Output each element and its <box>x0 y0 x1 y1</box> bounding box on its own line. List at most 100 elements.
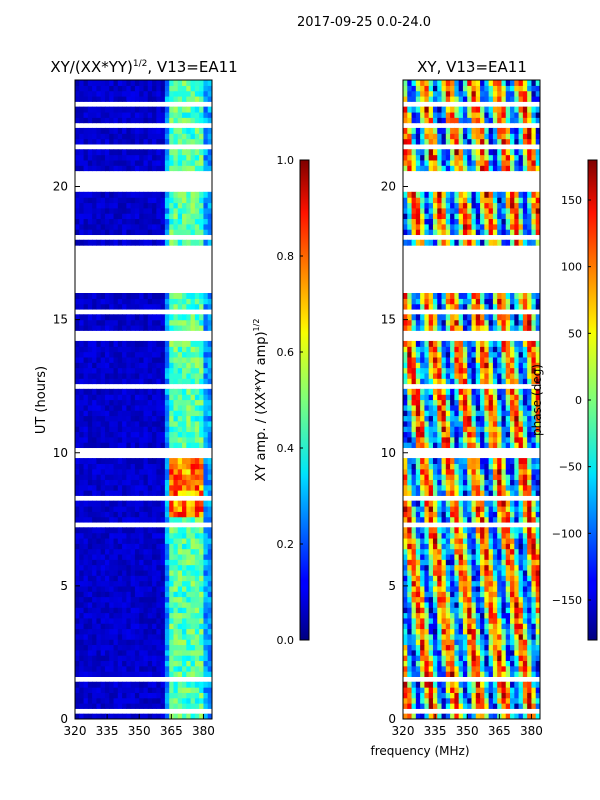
phase-heat-cell <box>420 415 426 422</box>
amplitude-heat-cell <box>126 665 132 672</box>
amplitude-heat-cell <box>152 90 157 97</box>
phase-heat-cell <box>488 665 494 672</box>
amplitude-heat-cell <box>122 548 127 555</box>
amplitude-heat-cell <box>122 356 127 363</box>
amplitude-heat-cell <box>152 468 157 475</box>
amplitude-heat-cell <box>134 617 140 624</box>
amplitude-heat-cell <box>177 340 183 347</box>
phase-heat-cell <box>445 490 451 496</box>
amplitude-heat-cell <box>160 591 166 598</box>
amplitude-heat-cell <box>207 639 212 646</box>
amplitude-heat-cell <box>117 80 123 86</box>
phase-heat-cell <box>424 671 430 677</box>
phase-heat-cell <box>505 479 511 486</box>
phase-heat-cell <box>535 703 540 709</box>
amplitude-heat-cell <box>143 490 149 496</box>
amplitude-heat-cell <box>169 202 175 209</box>
phase-heat-cell <box>424 394 430 401</box>
amplitude-heat-cell <box>199 372 205 379</box>
phase-heat-cell <box>492 612 498 619</box>
amplitude-heat-cell <box>122 80 127 86</box>
amplitude-heat-cell <box>173 319 179 326</box>
phase-heat-cell <box>480 671 485 677</box>
phase-heat-cell <box>407 697 413 704</box>
phase-heat-cell <box>467 553 473 560</box>
phase-heat-cell <box>424 644 430 651</box>
amplitude-heat-cell <box>177 580 183 587</box>
amplitude-heat-cell <box>143 479 149 486</box>
amplitude-heat-cell <box>122 303 127 310</box>
amplitude-heat-cell <box>109 612 115 619</box>
phase-heat-cell <box>535 500 540 507</box>
amplitude-heat-cell <box>126 213 132 220</box>
phase-heat-cell <box>437 703 443 709</box>
phase-heat-cell <box>445 474 451 480</box>
amplitude-heat-cell <box>190 532 196 539</box>
phase-heat-cell <box>510 628 515 635</box>
phase-heat-cell <box>411 500 417 507</box>
amplitude-heat-cell <box>182 367 187 374</box>
phase-heat-cell <box>492 655 498 662</box>
amplitude-heat-cell <box>152 351 157 358</box>
amplitude-heat-cell <box>122 314 127 321</box>
phase-heat-cell <box>471 671 477 677</box>
amplitude-colorbar-tick-label: 0.2 <box>277 538 295 551</box>
phase-heat-cell <box>510 490 515 496</box>
amplitude-heat-cell <box>160 490 166 496</box>
amplitude-heat-cell <box>134 569 140 576</box>
amplitude-heat-cell <box>182 575 187 582</box>
phase-heat-cell <box>462 474 468 480</box>
phase-heat-cell <box>458 431 464 438</box>
amplitude-heat-cell <box>156 639 162 646</box>
amplitude-heat-cell <box>177 106 183 113</box>
phase-heat-cell <box>462 681 468 688</box>
amplitude-heat-cell <box>83 703 89 709</box>
phase-heat-cell <box>488 442 494 449</box>
amplitude-heat-cell <box>177 553 183 560</box>
amplitude-heat-cell <box>92 575 98 582</box>
amplitude-heat-cell <box>113 511 119 518</box>
amplitude-heat-cell <box>177 559 183 566</box>
amplitude-heat-cell <box>117 623 123 630</box>
phase-heat-cell <box>514 410 520 417</box>
phase-heat-cell <box>501 628 507 635</box>
phase-heat-cell <box>441 607 447 614</box>
phase-heat-cell <box>475 649 481 656</box>
amplitude-heat-cell <box>104 500 110 507</box>
amplitude-heat-cell <box>100 431 106 438</box>
amplitude-heat-cell <box>143 117 149 124</box>
phase-heat-cell <box>445 388 451 395</box>
amplitude-heat-cell <box>122 633 127 640</box>
amplitude-heat-cell <box>130 85 136 92</box>
amplitude-heat-cell <box>117 633 123 640</box>
amplitude-heat-cell <box>79 463 85 470</box>
phase-heat-cell <box>535 585 540 592</box>
amplitude-heat-cell <box>79 149 85 156</box>
amplitude-heat-cell <box>177 431 183 438</box>
phase-heat-cell <box>441 511 447 518</box>
phase-heat-cell <box>432 426 438 433</box>
amplitude-heat-cell <box>75 394 80 401</box>
amplitude-heat-cell <box>83 511 89 518</box>
phase-heat-cell <box>518 527 524 534</box>
phase-heat-cell <box>488 596 494 603</box>
amplitude-heat-cell <box>139 202 145 209</box>
amplitude-heat-cell <box>190 665 196 672</box>
amplitude-heat-cell <box>100 506 106 512</box>
phase-heat-cell <box>450 665 455 672</box>
amplitude-heat-cell <box>113 415 119 422</box>
amplitude-heat-cell <box>147 324 153 331</box>
amplitude-heat-cell <box>96 154 102 161</box>
phase-heat-cell <box>527 612 533 619</box>
phase-heat-cell <box>420 575 426 582</box>
phase-heat-cell <box>484 628 490 635</box>
phase-heat-cell <box>484 687 490 693</box>
amplitude-heat-cell <box>190 617 196 624</box>
amplitude-heat-cell <box>134 410 140 417</box>
amplitude-heat-cell <box>79 516 85 523</box>
amplitude-heat-cell <box>79 213 85 220</box>
amplitude-heat-cell <box>134 575 140 582</box>
amplitude-heat-cell <box>104 298 110 305</box>
phase-heat-cell <box>480 644 485 651</box>
phase-heat-cell <box>424 607 430 614</box>
